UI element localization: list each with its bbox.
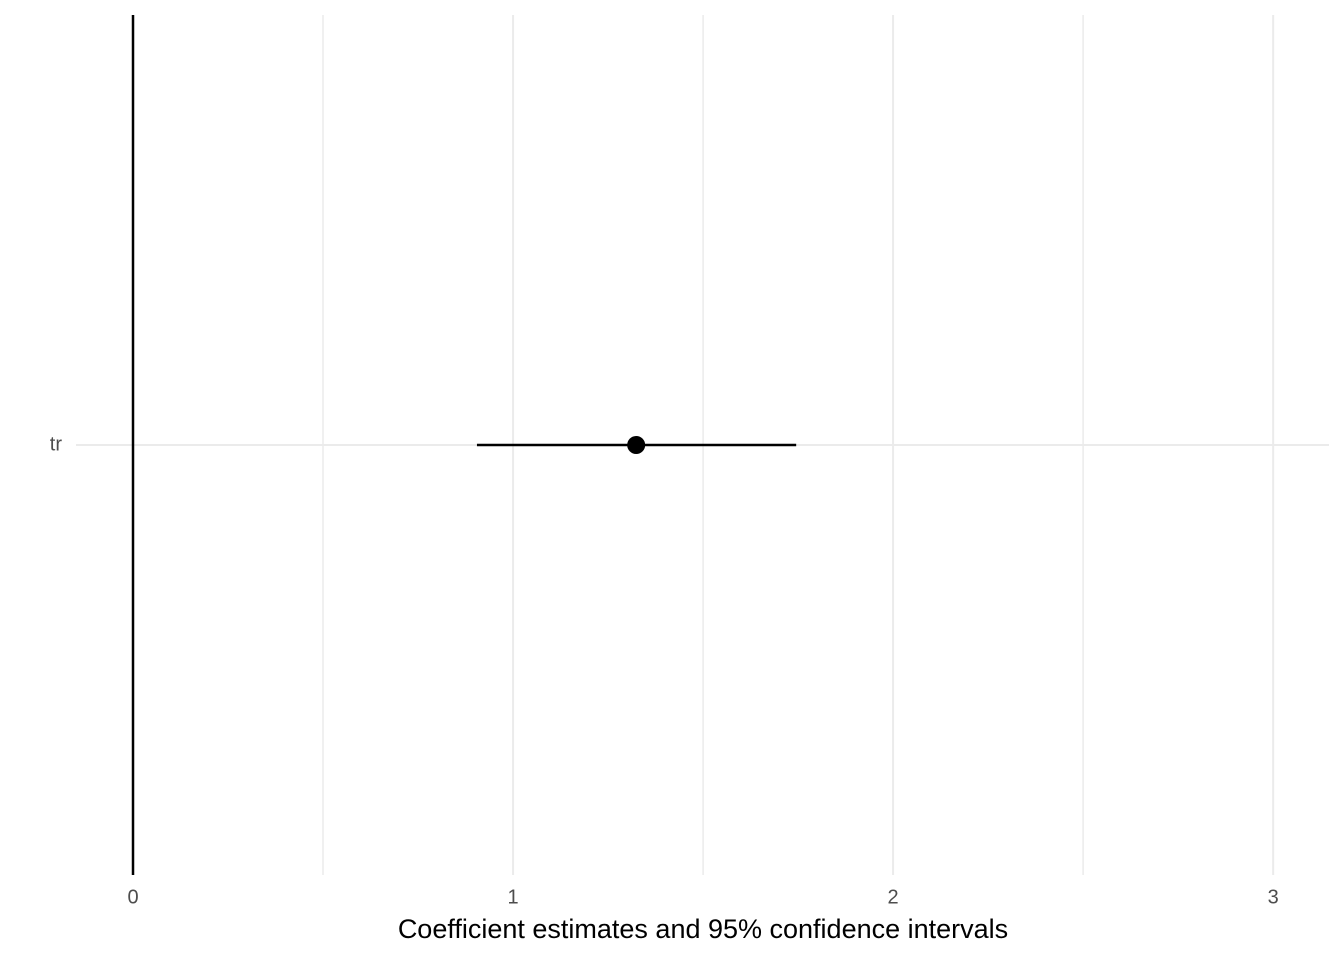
estimate-point [627, 436, 646, 454]
x-tick-label: 1 [507, 886, 518, 908]
x-axis-title: Coefficient estimates and 95% confidence… [398, 914, 1008, 944]
x-tick-label: 0 [127, 886, 138, 908]
x-tick-label: 3 [1268, 886, 1279, 908]
y-tick-label: tr [50, 433, 63, 455]
x-tick-label: 2 [888, 886, 899, 908]
